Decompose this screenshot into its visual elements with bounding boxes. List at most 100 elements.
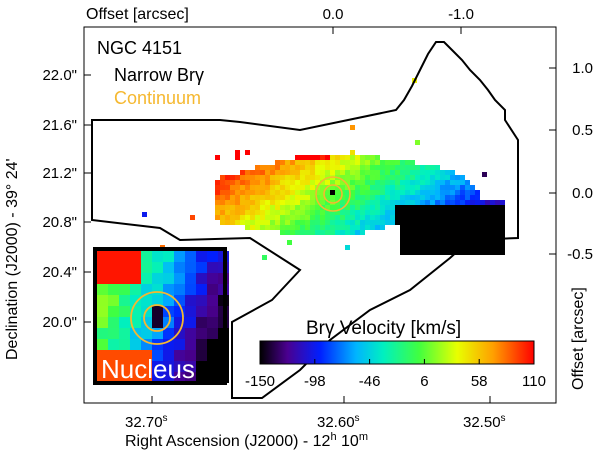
map-pixel xyxy=(440,185,445,190)
map-pixel xyxy=(250,225,255,230)
map-pixel xyxy=(460,190,465,195)
map-pixel xyxy=(220,195,225,200)
map-pixel xyxy=(375,205,380,210)
map-pixel xyxy=(230,220,235,225)
map-pixel xyxy=(405,225,410,230)
map-pixel xyxy=(400,225,405,230)
inset-pixel xyxy=(152,361,163,372)
inset-pixel xyxy=(196,273,207,284)
map-pixel xyxy=(300,155,305,160)
map-pixel xyxy=(455,175,460,180)
map-pixel xyxy=(430,165,435,170)
map-pixel xyxy=(340,210,345,215)
map-pixel xyxy=(480,235,485,240)
inset-pixel xyxy=(152,273,163,284)
map-pixel xyxy=(390,185,395,190)
map-pixel xyxy=(220,220,225,225)
map-pixel xyxy=(300,220,305,225)
map-pixel xyxy=(380,200,385,205)
map-pixel xyxy=(285,160,290,165)
map-pixel xyxy=(280,195,285,200)
inset-pixel xyxy=(174,339,185,350)
map-pixel xyxy=(410,215,415,220)
map-pixel xyxy=(265,215,270,220)
map-pixel xyxy=(295,210,300,215)
contour-outer xyxy=(315,176,351,212)
inset-pixel xyxy=(119,251,130,262)
map-pixel xyxy=(470,190,475,195)
map-pixel xyxy=(470,200,475,205)
map-pixel xyxy=(455,190,460,195)
map-pixel xyxy=(425,235,430,240)
map-pixel xyxy=(360,195,365,200)
map-pixel xyxy=(410,245,415,250)
map-pixel xyxy=(295,165,300,170)
map-pixel xyxy=(215,180,220,185)
map-pixel xyxy=(270,190,275,195)
map-pixel xyxy=(482,172,487,177)
map-pixel xyxy=(265,210,270,215)
inset-pixel xyxy=(207,273,218,284)
map-pixel xyxy=(435,220,440,225)
map-pixel xyxy=(420,235,425,240)
map-pixel xyxy=(320,200,325,205)
map-pixel xyxy=(405,175,410,180)
map-pixel xyxy=(340,185,345,190)
map-pixel xyxy=(355,220,360,225)
map-pixel xyxy=(325,210,330,215)
map-pixel xyxy=(275,200,280,205)
map-pixel xyxy=(330,230,335,235)
inset-pixel xyxy=(97,328,108,339)
map-pixel xyxy=(355,185,360,190)
map-pixel xyxy=(365,225,370,230)
right-tick-label: -0.5 xyxy=(567,246,593,263)
map-pixel xyxy=(355,155,360,160)
map-pixel xyxy=(255,225,260,230)
map-pixel xyxy=(310,225,315,230)
map-pixel xyxy=(405,165,410,170)
map-pixel xyxy=(430,250,435,255)
map-pixel xyxy=(360,185,365,190)
map-pixel xyxy=(235,150,240,155)
map-pixel xyxy=(245,215,250,220)
map-pixel xyxy=(445,240,450,245)
map-pixel xyxy=(355,215,360,220)
top-tick-label: -1.0 xyxy=(448,6,474,23)
inset-pixel xyxy=(97,273,108,284)
map-pixel xyxy=(305,155,310,160)
inset-pixel xyxy=(196,372,207,383)
map-pixel xyxy=(430,180,435,185)
top-axis-title: Offset [arcsec] xyxy=(86,6,189,23)
left-tick-label: 22.0" xyxy=(42,67,77,84)
map-pixel xyxy=(430,230,435,235)
nucleus-inset xyxy=(97,251,229,383)
map-pixel xyxy=(320,185,325,190)
map-pixel xyxy=(295,155,300,160)
map-pixel xyxy=(355,195,360,200)
map-pixel xyxy=(365,155,370,160)
map-pixel xyxy=(440,230,445,235)
map-pixel xyxy=(250,195,255,200)
map-pixel xyxy=(275,185,280,190)
inset-pixel xyxy=(141,339,152,350)
map-pixel xyxy=(425,175,430,180)
map-pixel xyxy=(400,205,405,210)
colorbar-tick-label: 6 xyxy=(420,373,428,390)
map-pixel xyxy=(300,205,305,210)
map-pixel xyxy=(405,240,410,245)
inset-pixel xyxy=(163,361,174,372)
map-pixel xyxy=(475,200,480,205)
map-pixel xyxy=(285,165,290,170)
map-pixel xyxy=(385,170,390,175)
inset-pixel xyxy=(119,361,130,372)
map-pixel xyxy=(445,225,450,230)
map-pixel xyxy=(220,175,225,180)
map-pixel xyxy=(385,175,390,180)
left-tick-label: 21.2" xyxy=(42,165,77,182)
map-pixel xyxy=(475,250,480,255)
map-pixel xyxy=(325,200,330,205)
map-pixel xyxy=(365,195,370,200)
map-pixel xyxy=(410,240,415,245)
map-pixel xyxy=(235,195,240,200)
map-pixel xyxy=(500,250,505,255)
